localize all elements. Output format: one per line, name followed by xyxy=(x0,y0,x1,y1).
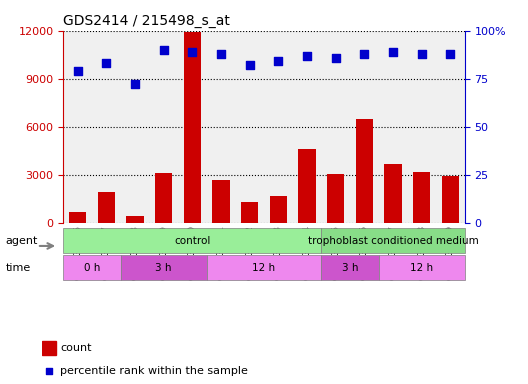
Point xyxy=(188,49,196,55)
Text: time: time xyxy=(5,263,31,273)
Text: 12 h: 12 h xyxy=(410,263,433,273)
Text: 3 h: 3 h xyxy=(155,263,172,273)
Point xyxy=(217,51,225,57)
Text: percentile rank within the sample: percentile rank within the sample xyxy=(60,366,248,376)
Bar xyxy=(356,119,373,223)
FancyBboxPatch shape xyxy=(121,255,206,280)
Point xyxy=(446,51,455,57)
Bar xyxy=(384,164,402,223)
Text: control: control xyxy=(174,236,211,246)
FancyBboxPatch shape xyxy=(63,255,121,280)
Point xyxy=(73,68,82,74)
FancyBboxPatch shape xyxy=(379,255,465,280)
Bar xyxy=(155,173,172,223)
Point xyxy=(159,47,168,53)
FancyBboxPatch shape xyxy=(63,228,322,253)
FancyBboxPatch shape xyxy=(322,255,379,280)
FancyBboxPatch shape xyxy=(322,228,465,253)
Bar xyxy=(184,32,201,223)
Text: 3 h: 3 h xyxy=(342,263,358,273)
Text: 12 h: 12 h xyxy=(252,263,276,273)
Bar xyxy=(126,216,144,223)
Text: agent: agent xyxy=(5,236,37,246)
Point xyxy=(324,270,332,276)
Bar xyxy=(98,192,115,223)
Text: count: count xyxy=(60,343,92,353)
Point xyxy=(389,49,397,55)
Bar xyxy=(69,212,86,223)
FancyBboxPatch shape xyxy=(206,255,322,280)
Point xyxy=(303,53,311,59)
Point xyxy=(102,60,110,66)
Bar xyxy=(327,174,344,223)
Text: GDS2414 / 215498_s_at: GDS2414 / 215498_s_at xyxy=(63,14,230,28)
Point xyxy=(360,51,369,57)
Point xyxy=(332,55,340,61)
Bar xyxy=(270,195,287,223)
Text: 0 h: 0 h xyxy=(84,263,100,273)
Point xyxy=(131,81,139,88)
Bar xyxy=(298,149,316,223)
Bar xyxy=(413,172,430,223)
Text: trophoblast conditioned medium: trophoblast conditioned medium xyxy=(308,236,478,246)
Bar xyxy=(42,341,56,355)
Bar xyxy=(241,202,258,223)
Point xyxy=(418,51,426,57)
Bar xyxy=(442,176,459,223)
Point xyxy=(246,62,254,68)
Point xyxy=(274,58,282,65)
Bar xyxy=(212,180,230,223)
